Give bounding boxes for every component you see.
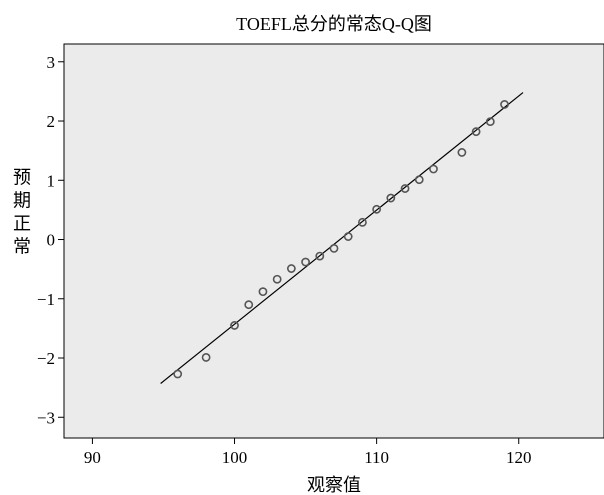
chart-title: TOEFL总分的常态Q-Q图 bbox=[236, 14, 432, 34]
data-point bbox=[358, 217, 367, 227]
y-tick-label: −2 bbox=[37, 349, 55, 368]
y-axis-label-char: 正 bbox=[13, 214, 31, 234]
data-point bbox=[500, 100, 509, 109]
plot-area bbox=[63, 43, 604, 439]
reference-line-group bbox=[160, 92, 524, 384]
data-point bbox=[485, 117, 495, 127]
data-point bbox=[471, 127, 481, 137]
x-tick-label: 120 bbox=[506, 448, 532, 467]
data-point bbox=[258, 287, 268, 297]
data-point bbox=[429, 164, 438, 174]
data-point bbox=[272, 274, 282, 284]
data-point bbox=[301, 257, 310, 267]
y-tick-label: 0 bbox=[47, 231, 56, 250]
y-tick-label: 2 bbox=[47, 112, 56, 131]
x-axis: 90 100 110 120 bbox=[84, 438, 532, 467]
data-point bbox=[315, 251, 325, 261]
data-point bbox=[457, 148, 467, 157]
y-axis-label-char: 预 bbox=[13, 168, 31, 188]
x-tick-label: 100 bbox=[222, 448, 248, 467]
data-point bbox=[286, 264, 296, 273]
data-point bbox=[173, 369, 183, 379]
data-point bbox=[244, 300, 254, 310]
reference-line bbox=[160, 92, 524, 384]
y-axis-label-char: 期 bbox=[13, 191, 31, 211]
data-point bbox=[386, 193, 396, 203]
data-point bbox=[372, 204, 382, 214]
y-tick-label: −3 bbox=[37, 408, 55, 427]
y-axis: 3 2 1 0 −1 −2 −3 bbox=[37, 53, 64, 427]
x-tick-label: 90 bbox=[84, 448, 101, 467]
data-point bbox=[414, 175, 424, 185]
data-point bbox=[201, 353, 211, 362]
y-tick-label: 1 bbox=[47, 171, 56, 190]
data-point bbox=[329, 244, 339, 253]
y-tick-label: 3 bbox=[47, 53, 56, 72]
y-axis-label-char: 常 bbox=[13, 237, 31, 257]
data-point bbox=[230, 321, 239, 330]
data-point bbox=[400, 184, 410, 193]
y-tick-label: −1 bbox=[37, 290, 55, 309]
x-axis-label: 观察值 bbox=[307, 475, 361, 495]
data-point bbox=[343, 232, 353, 241]
x-tick-label: 110 bbox=[364, 448, 389, 467]
data-points-group bbox=[173, 100, 509, 379]
